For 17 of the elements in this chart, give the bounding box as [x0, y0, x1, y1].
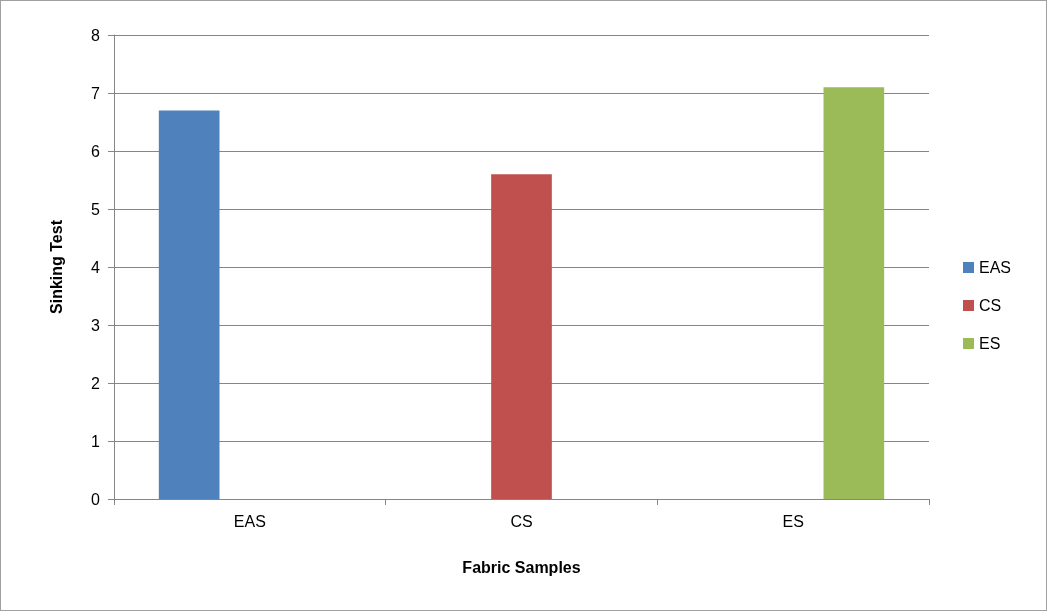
- y-tick-label: 8: [91, 26, 101, 44]
- y-tick-label: 4: [91, 258, 101, 276]
- x-tick-label: ES: [782, 512, 804, 530]
- y-tick-label: 0: [91, 490, 101, 508]
- legend-label: CS: [978, 297, 1002, 314]
- y-tick-label: 6: [91, 142, 101, 160]
- y-tick-label: 2: [91, 374, 101, 392]
- y-axis-title: Sinking Test: [47, 219, 65, 314]
- y-tick-label: 3: [91, 316, 101, 334]
- x-axis-title: Fabric Samples: [462, 558, 581, 576]
- x-tick-label: CS: [510, 512, 533, 530]
- legend-label: EAS: [978, 259, 1011, 276]
- legend-label: ES: [978, 335, 1001, 352]
- y-tick-label: 1: [91, 432, 101, 450]
- y-tick-label: 7: [91, 84, 101, 102]
- x-tick-label: EAS: [233, 512, 266, 530]
- y-tick-label: 5: [91, 200, 101, 218]
